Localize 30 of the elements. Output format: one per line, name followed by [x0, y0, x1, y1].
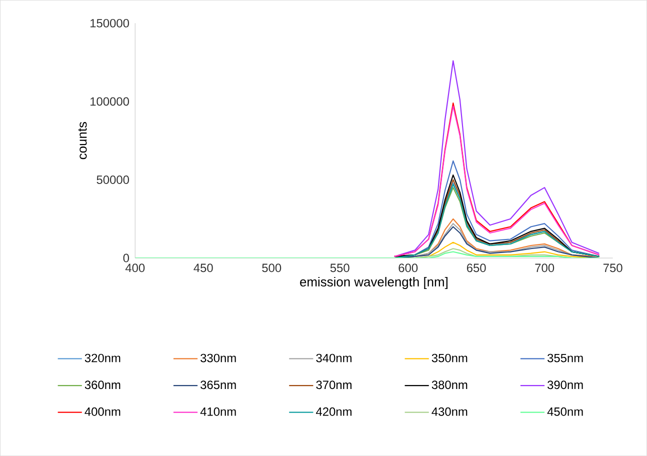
legend-label: 330nm [200, 354, 236, 362]
legend-label: 365nm [200, 380, 236, 390]
y-tick-label: 150000 [90, 18, 130, 28]
x-tick-label: 650 [466, 264, 486, 272]
legend-label: 420nm [316, 407, 352, 416]
legend-label: 320nm [84, 354, 120, 362]
legend-label: 430nm [432, 407, 468, 416]
x-tick-label: 450 [194, 264, 213, 272]
legend-label: 450nm [547, 407, 583, 416]
legend-label: 340nm [316, 354, 352, 362]
x-tick-label: 550 [330, 264, 350, 272]
x-tick-label: 750 [603, 264, 622, 272]
x-tick-label: 500 [262, 264, 282, 272]
legend-label: 355nm [548, 354, 583, 362]
y-tick-label: 0 [123, 254, 130, 262]
legend-label: 360nm [84, 380, 120, 390]
legend-label: 370nm [316, 380, 352, 390]
y-tick-label: 50000 [96, 175, 130, 184]
legend-label: 400nm [84, 407, 120, 416]
legend-label: 390nm [548, 380, 583, 390]
legend-label: 350nm [432, 354, 468, 362]
legend-label: 410nm [200, 407, 236, 416]
legend-label: 380nm [432, 380, 468, 390]
y-tick-label: 100000 [90, 97, 130, 106]
x-tick-label: 700 [535, 264, 554, 272]
y-axis-title: counts [78, 122, 87, 160]
x-tick-label: 400 [125, 264, 145, 272]
line-series [394, 60, 600, 257]
x-axis-title: emission wavelength [nm] [300, 276, 448, 289]
x-tick-label: 600 [398, 264, 418, 272]
